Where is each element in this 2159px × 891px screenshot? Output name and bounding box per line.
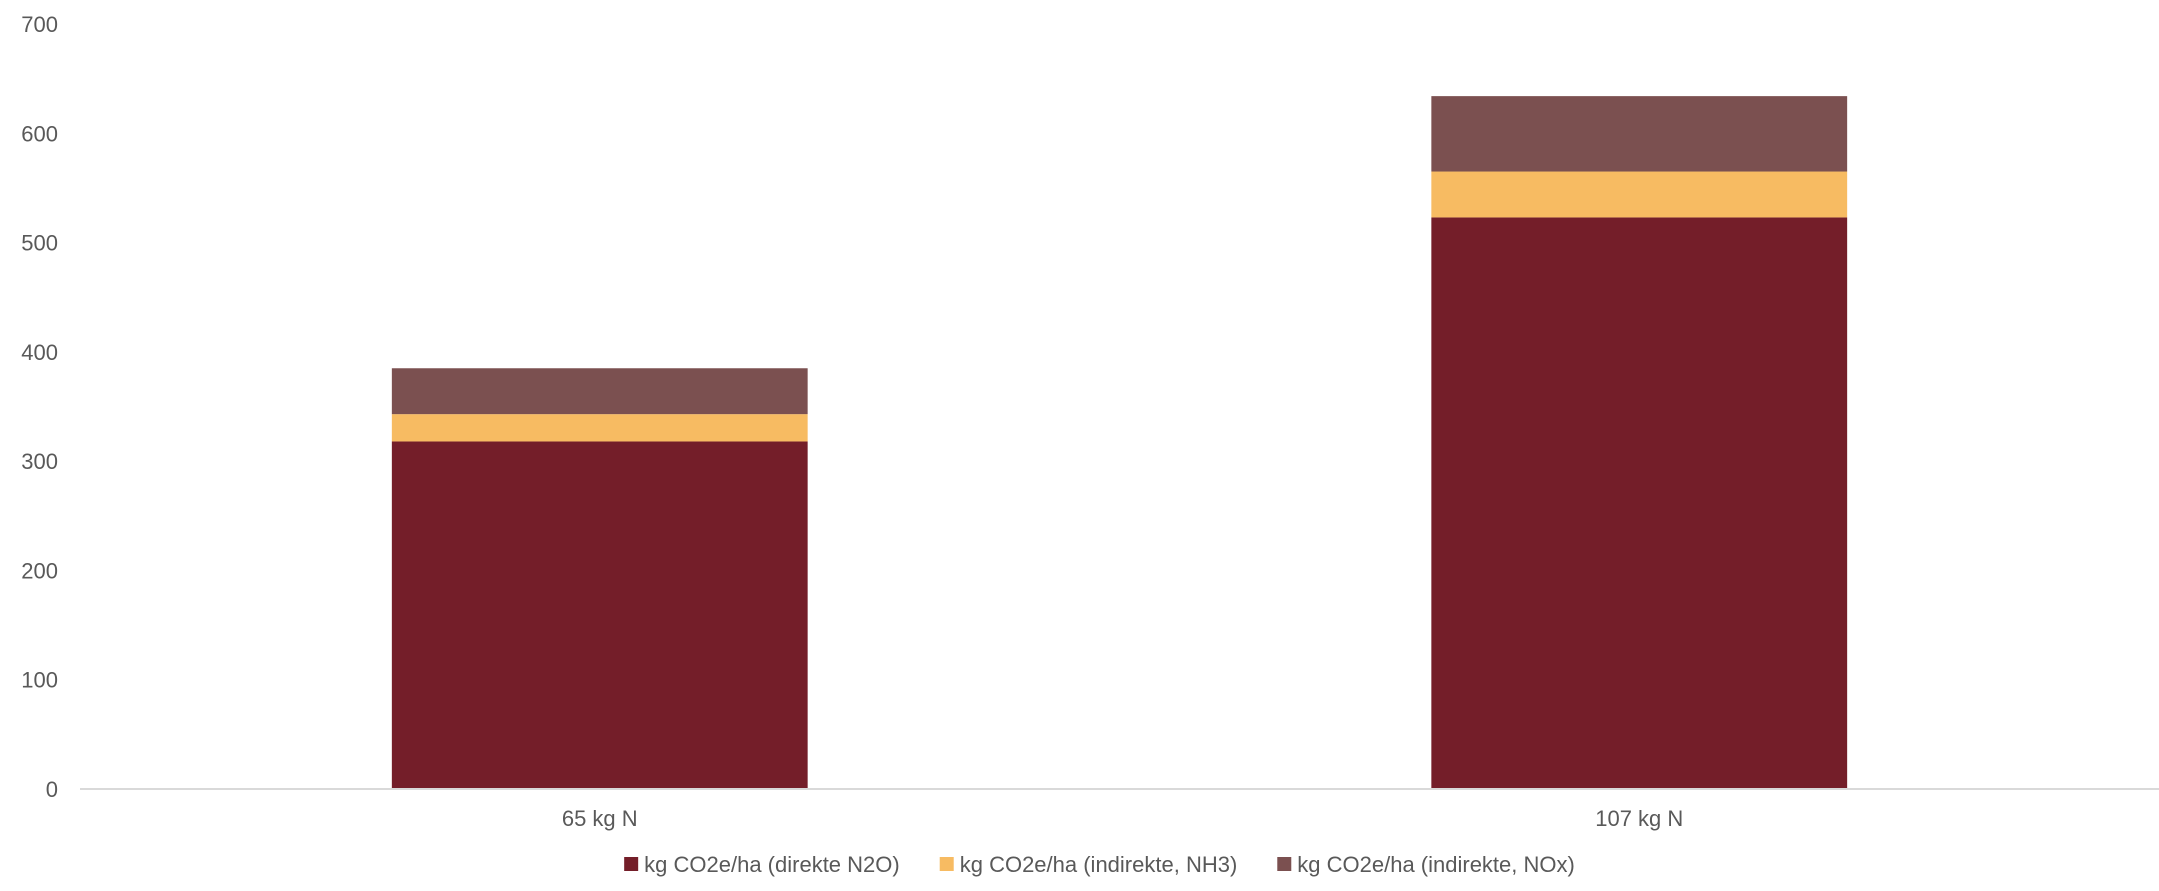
legend-swatch — [939, 857, 954, 871]
bar-stack — [1431, 96, 1848, 789]
bar-segment-series-3 — [391, 368, 808, 415]
bar-segment-series-1 — [1431, 217, 1848, 789]
y-tick-label: 700 — [21, 12, 58, 37]
bar-segment-series-2 — [1431, 171, 1848, 218]
y-tick-label: 200 — [21, 558, 58, 583]
bar-segment-series-1 — [391, 441, 808, 789]
legend-label: kg CO2e/ha (indirekte, NOx) — [1297, 852, 1575, 877]
legend-item: kg CO2e/ha (direkte N2O) — [624, 852, 900, 877]
bar-stack — [391, 368, 808, 789]
bar-stacks — [391, 96, 1848, 789]
y-tick-label: 300 — [21, 449, 58, 474]
x-category-label: 107 kg N — [1595, 806, 1683, 831]
x-axis-category-labels: 65 kg N 107 kg N — [562, 806, 1683, 831]
x-category-label: 65 kg N — [562, 806, 638, 831]
bar-segment-series-3 — [1431, 96, 1848, 172]
y-tick-label: 500 — [21, 231, 58, 256]
y-tick-label: 600 — [21, 121, 58, 146]
y-tick-label: 100 — [21, 668, 58, 693]
y-tick-label: 400 — [21, 340, 58, 365]
legend-swatch — [624, 857, 639, 871]
bar-segment-series-2 — [391, 414, 808, 442]
legend-label: kg CO2e/ha (indirekte, NH3) — [960, 852, 1238, 877]
legend-item: kg CO2e/ha (indirekte, NOx) — [1277, 852, 1575, 877]
legend-label: kg CO2e/ha (direkte N2O) — [644, 852, 900, 877]
legend-item: kg CO2e/ha (indirekte, NH3) — [939, 852, 1238, 877]
y-axis-tick-labels: 0 100 200 300 400 500 600 700 — [21, 12, 58, 802]
legend-swatch — [1277, 857, 1292, 871]
legend: kg CO2e/ha (direkte N2O) kg CO2e/ha (indi… — [624, 852, 1575, 877]
y-tick-label: 0 — [46, 777, 58, 802]
